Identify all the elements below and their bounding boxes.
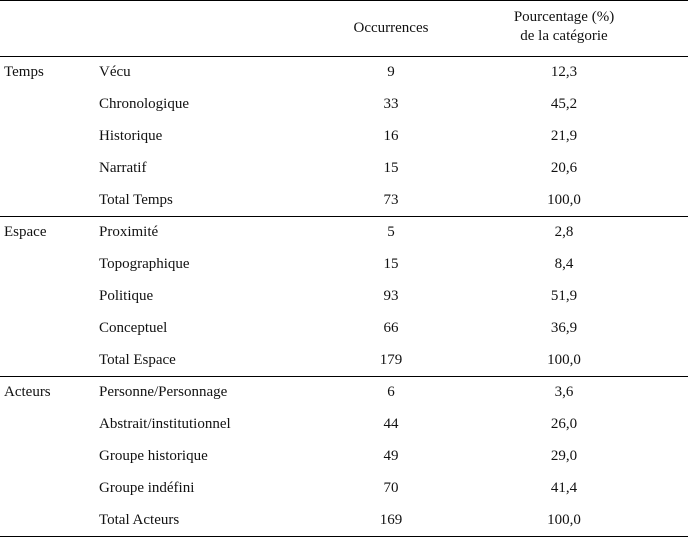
subcategory-cell: Groupe indéfini [99, 479, 195, 496]
header-percentage: Pourcentage (%) de la catégorie [440, 1, 688, 57]
percentage-cell: 100,0 [547, 191, 581, 208]
header-row: Occurrences Pourcentage (%) de la catégo… [0, 0, 688, 57]
subcategory-cell: Total Espace [99, 351, 176, 368]
table-row: Narratif 15 20,6 [0, 152, 688, 184]
percentage-cell: 36,9 [550, 319, 578, 336]
subcategory-cell: Politique [99, 287, 154, 304]
occurrences-cell: 179 [379, 351, 403, 368]
subcategory-cell: Total Temps [99, 191, 173, 208]
category-cell [0, 312, 92, 344]
percentage-cell: 20,6 [550, 159, 578, 176]
occurrences-cell: 44 [383, 416, 399, 433]
occurrences-cell: 15 [383, 256, 399, 273]
percentage-cell: 3,6 [554, 384, 574, 401]
subcategory-cell: Historique [99, 127, 163, 144]
percentage-cell: 41,4 [550, 479, 578, 496]
occurrences-cell: 93 [383, 287, 399, 304]
category-cell [0, 344, 92, 376]
header-percentage-line1: Pourcentage (%) [513, 9, 615, 25]
subcategory-cell: Chronologique [99, 96, 189, 113]
category-cell: Temps [4, 64, 44, 81]
subcategory-cell: Personne/Personnage [99, 384, 228, 401]
table-row: Abstrait/institutionnel 44 26,0 [0, 409, 688, 441]
table-row: Groupe historique 49 29,0 [0, 441, 688, 473]
table-row: Conceptuel 66 36,9 [0, 312, 688, 344]
occurrences-cell: 6 [387, 384, 395, 401]
category-cell [0, 472, 92, 504]
percentage-cell: 21,9 [550, 127, 578, 144]
percentage-cell: 45,2 [550, 96, 578, 113]
table-row: Espace Proximité 5 2,8 [0, 216, 688, 248]
table-group-2: Acteurs Personne/Personnage 6 3,6 Abstrait/i… [0, 376, 688, 537]
category-cell [0, 281, 92, 313]
occurrences-cell: 9 [387, 64, 395, 81]
table-row: Acteurs Personne/Personnage 6 3,6 [0, 376, 688, 408]
table-row: Historique 16 21,9 [0, 121, 688, 153]
category-cell [0, 152, 92, 184]
table-group-1: Espace Proximité 5 2,8 Topographique 15 8,4 Pol… [0, 216, 688, 377]
table-header: Occurrences Pourcentage (%) de la catégo… [0, 0, 688, 57]
table-row: Chronologique 33 45,2 [0, 89, 688, 121]
percentage-cell: 100,0 [547, 351, 581, 368]
percentage-cell: 8,4 [554, 256, 574, 273]
percentage-cell: 29,0 [550, 447, 578, 464]
subcategory-cell: Topographique [99, 256, 190, 273]
category-cell [0, 409, 92, 441]
table-row: Groupe indéfini 70 41,4 [0, 472, 688, 504]
table-row: Topographique 15 8,4 [0, 249, 688, 281]
category-cell [0, 184, 92, 216]
table-row: Total Temps 73 100,0 [0, 184, 688, 216]
table-row: Temps Vécu 9 12,3 [0, 57, 688, 89]
subcategory-cell: Total Acteurs [99, 511, 180, 528]
occurrences-cell: 66 [383, 319, 399, 336]
table-row: Politique 93 51,9 [0, 281, 688, 313]
occurrences-cell: 16 [383, 127, 399, 144]
percentage-cell: 26,0 [550, 416, 578, 433]
occurrences-cell: 70 [383, 479, 399, 496]
occurrences-cell: 5 [387, 224, 395, 241]
category-cell [0, 121, 92, 153]
category-cell [0, 249, 92, 281]
header-percentage-line2: de la catégorie [520, 28, 608, 44]
occurrences-cell: 49 [383, 447, 399, 464]
category-cell: Acteurs [4, 384, 51, 401]
category-cell [0, 89, 92, 121]
category-cell [0, 441, 92, 473]
percentage-cell: 100,0 [547, 511, 581, 528]
subcategory-cell: Vécu [99, 64, 131, 81]
occurrences-cell: 73 [383, 191, 399, 208]
percentage-cell: 51,9 [550, 287, 578, 304]
subcategory-cell: Conceptuel [99, 319, 168, 336]
subcategory-cell: Groupe historique [99, 447, 208, 464]
subcategory-cell: Abstrait/institutionnel [99, 416, 231, 433]
category-cell: Espace [4, 224, 47, 241]
header-category [0, 1, 92, 57]
occurrences-cell: 33 [383, 96, 399, 113]
occurrences-cell: 15 [383, 159, 399, 176]
percentage-cell: 12,3 [550, 64, 578, 81]
subcategory-cell: Proximité [99, 224, 159, 241]
subcategory-cell: Narratif [99, 159, 147, 176]
table-row: Total Acteurs 169 100,0 [0, 504, 688, 536]
percentage-cell: 2,8 [554, 224, 574, 241]
occurrences-cell: 169 [379, 511, 403, 528]
header-occurrences: Occurrences [353, 20, 429, 36]
table-row: Total Espace 179 100,0 [0, 344, 688, 376]
table-group-0: Temps Vécu 9 12,3 Chronologique 33 45,2 Histori… [0, 57, 688, 217]
header-subcategory [92, 1, 342, 57]
